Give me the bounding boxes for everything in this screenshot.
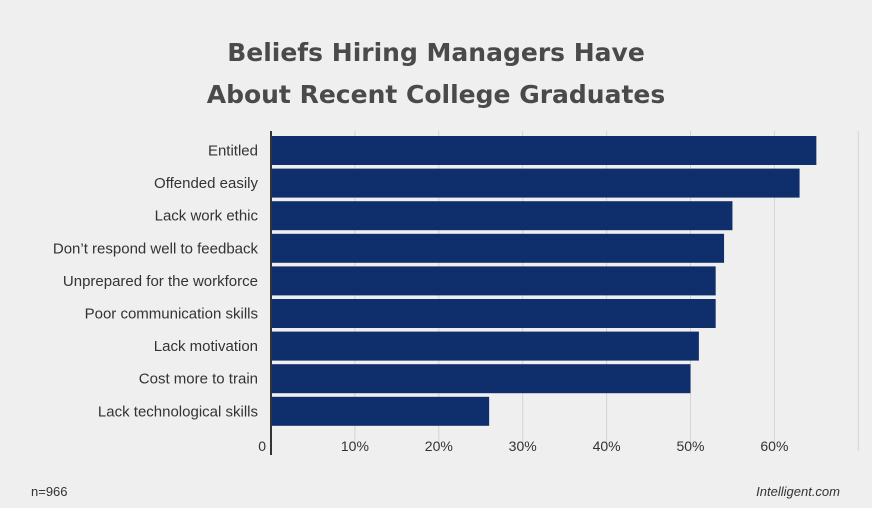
bar (271, 331, 699, 361)
x-tick-label: 50% (676, 438, 704, 454)
bar (271, 136, 817, 165)
x-tick-label: 30% (509, 438, 537, 454)
category-label: Entitled (208, 143, 258, 160)
bar (271, 266, 716, 296)
source-label: Intelligent.com (756, 484, 840, 499)
x-tick-label: 0 (258, 438, 266, 454)
bar (271, 233, 725, 263)
bar (271, 201, 733, 231)
category-label: Lack work ethic (155, 208, 259, 225)
bar (271, 299, 716, 328)
category-label: Lack technological skills (98, 403, 258, 420)
chart-title-line-1: Beliefs Hiring Managers Have (227, 38, 645, 67)
bar (271, 396, 490, 426)
bar (271, 168, 800, 198)
category-label: Lack motivation (154, 338, 258, 355)
x-tick-label: 40% (593, 438, 621, 454)
category-label: Don’t respond well to feedback (53, 240, 259, 257)
sample-size-note: n=966 (31, 484, 68, 499)
category-label: Poor communication skills (85, 306, 258, 323)
x-tick-label: 10% (341, 438, 369, 454)
x-tick-label: 20% (425, 438, 453, 454)
bar (271, 364, 691, 394)
x-tick-label: 60% (760, 438, 788, 454)
category-label: Unprepared for the workforce (63, 273, 258, 290)
category-label: Offended easily (154, 175, 258, 192)
category-label: Cost more to train (139, 371, 258, 388)
chart-title-line-2: About Recent College Graduates (206, 80, 666, 109)
